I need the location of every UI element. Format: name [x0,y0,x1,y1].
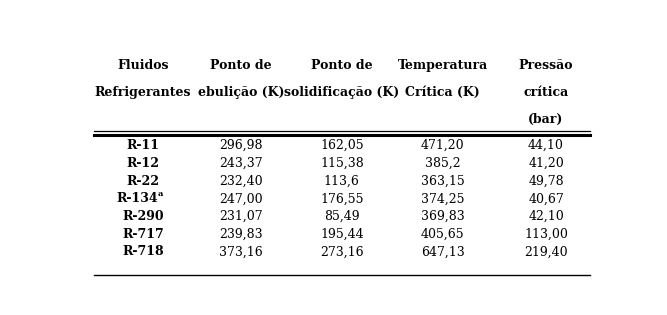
Text: 369,83: 369,83 [421,210,464,223]
Text: solidificação (K): solidificação (K) [284,86,400,99]
Text: 219,40: 219,40 [524,245,568,259]
Text: Pressão: Pressão [519,59,573,72]
Text: R-11: R-11 [126,139,159,152]
Text: 247,00: 247,00 [219,192,263,205]
Text: 363,15: 363,15 [421,175,464,188]
Text: R-12: R-12 [126,157,159,170]
Text: Temperatura: Temperatura [398,59,488,72]
Text: 296,98: 296,98 [219,139,263,152]
Text: 373,16: 373,16 [219,245,263,259]
Text: R-717: R-717 [122,228,163,241]
Text: 44,10: 44,10 [528,139,564,152]
Text: 162,05: 162,05 [320,139,364,152]
Text: 385,2: 385,2 [425,157,460,170]
Text: Crítica (K): Crítica (K) [406,86,480,99]
Text: 231,07: 231,07 [219,210,263,223]
Text: 195,44: 195,44 [320,228,364,241]
Text: 405,65: 405,65 [421,228,464,241]
Text: ebulição (K): ebulição (K) [198,86,284,99]
Text: Fluidos: Fluidos [117,59,169,72]
Text: 647,13: 647,13 [421,245,464,259]
Text: 85,49: 85,49 [324,210,360,223]
Text: 374,25: 374,25 [421,192,464,205]
Text: 243,37: 243,37 [219,157,263,170]
Text: 232,40: 232,40 [219,175,263,188]
Text: (bar): (bar) [528,112,564,126]
Text: Ponto de: Ponto de [210,59,272,72]
Text: 115,38: 115,38 [320,157,364,170]
Text: 471,20: 471,20 [421,139,464,152]
Text: R-134: R-134 [117,192,159,205]
Text: 113,00: 113,00 [524,228,568,241]
Text: 41,20: 41,20 [528,157,564,170]
Text: Refrigerantes: Refrigerantes [95,86,191,99]
Text: R-718: R-718 [122,245,163,259]
Text: 113,6: 113,6 [324,175,360,188]
Text: 239,83: 239,83 [219,228,263,241]
Text: a: a [157,190,163,198]
Text: 49,78: 49,78 [528,175,564,188]
Text: R-290: R-290 [122,210,163,223]
Text: 40,67: 40,67 [528,192,564,205]
Text: R-22: R-22 [126,175,159,188]
Text: 42,10: 42,10 [528,210,564,223]
Text: 176,55: 176,55 [320,192,364,205]
Text: crítica: crítica [524,86,569,99]
Text: 273,16: 273,16 [320,245,364,259]
Text: Ponto de: Ponto de [311,59,373,72]
